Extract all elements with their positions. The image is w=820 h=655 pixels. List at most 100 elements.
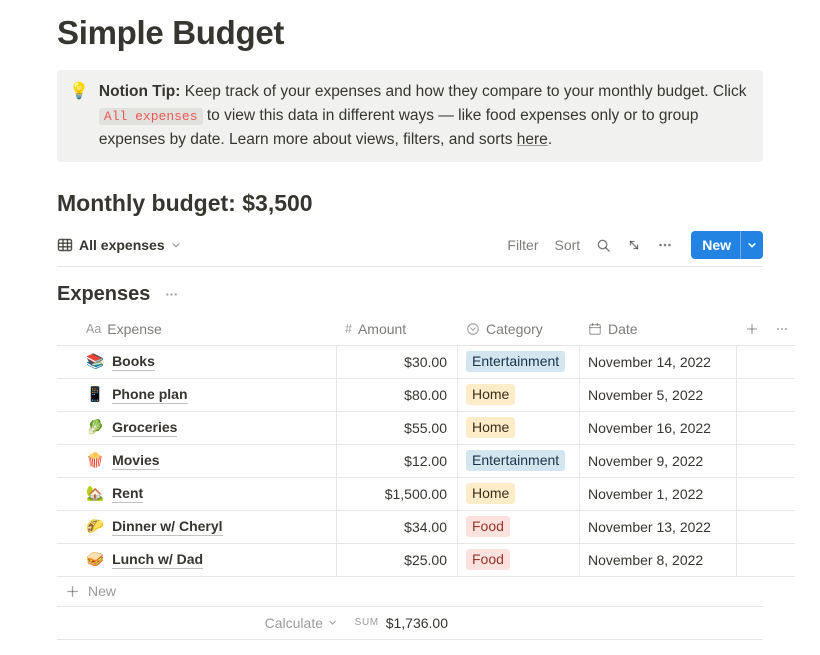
row-extra-cell: [737, 445, 795, 477]
expense-link[interactable]: Movies: [112, 451, 160, 470]
search-icon[interactable]: [596, 238, 611, 253]
new-row-button[interactable]: New: [57, 577, 763, 607]
row-extra-cell: [737, 544, 795, 576]
category-cell[interactable]: Home: [458, 378, 580, 411]
number-property-icon: #: [345, 322, 352, 336]
chevron-down-icon: [328, 618, 337, 627]
column-header-category[interactable]: Category: [458, 314, 580, 345]
category-cell[interactable]: Entertainment: [458, 444, 580, 477]
date-cell[interactable]: November 5, 2022: [580, 378, 737, 411]
category-cell[interactable]: Home: [458, 477, 580, 510]
table-row[interactable]: 🏡 Rent $1,500.00 Home November 1, 2022: [57, 477, 795, 511]
table-row[interactable]: 🥪 Lunch w/ Dad $25.00 Food November 8, 2…: [57, 543, 795, 577]
add-column-icon[interactable]: [745, 322, 759, 336]
expense-cell[interactable]: 🥬 Groceries: [57, 411, 337, 444]
table-options-icon[interactable]: [775, 322, 789, 336]
new-row-label: New: [88, 583, 117, 599]
category-tag: Food: [466, 516, 510, 537]
calculate-dropdown[interactable]: Calculate: [57, 615, 337, 631]
plus-icon: [65, 584, 80, 599]
table-row[interactable]: 🍿 Movies $12.00 Entertainment November 9…: [57, 444, 795, 478]
date-cell[interactable]: November 14, 2022: [580, 345, 737, 378]
expense-cell[interactable]: 🥪 Lunch w/ Dad: [57, 543, 337, 576]
view-name-label: All expenses: [79, 237, 165, 253]
filter-button[interactable]: Filter: [507, 237, 539, 253]
expense-cell[interactable]: 🌮 Dinner w/ Cheryl: [57, 510, 337, 543]
expense-cell[interactable]: 📱 Phone plan: [57, 378, 337, 411]
date-cell[interactable]: November 8, 2022: [580, 543, 737, 576]
lightbulb-icon: 💡: [69, 83, 89, 100]
category-cell[interactable]: Home: [458, 411, 580, 444]
expense-emoji: 🌮: [86, 519, 105, 535]
expense-emoji: 🍿: [86, 453, 105, 469]
amount-cell[interactable]: $30.00: [337, 345, 458, 378]
notion-page: Simple Budget 💡 Notion Tip: Keep track o…: [57, 14, 795, 640]
new-button[interactable]: New: [691, 231, 763, 259]
date-cell[interactable]: November 9, 2022: [580, 444, 737, 477]
table-row[interactable]: 📚 Books $30.00 Entertainment November 14…: [57, 345, 795, 379]
expense-emoji: 📚: [86, 354, 105, 370]
category-tag: Home: [466, 483, 516, 504]
sum-value: $1,736.00: [385, 614, 448, 631]
expense-cell[interactable]: 📚 Books: [57, 345, 337, 378]
row-extra-cell: [737, 511, 795, 543]
callout-text: Notion Tip: Keep track of your expenses …: [98, 83, 747, 148]
date-cell[interactable]: November 1, 2022: [580, 477, 737, 510]
expense-cell[interactable]: 🏡 Rent: [57, 477, 337, 510]
sum-result[interactable]: SUM $1,736.00: [337, 615, 458, 631]
column-header-extra: [737, 314, 795, 345]
expense-link[interactable]: Phone plan: [112, 385, 188, 404]
date-cell[interactable]: November 16, 2022: [580, 411, 737, 444]
expense-link[interactable]: Lunch w/ Dad: [112, 550, 204, 569]
category-tag: Entertainment: [466, 351, 566, 372]
category-tag: Entertainment: [466, 450, 566, 471]
more-options-icon[interactable]: [657, 237, 673, 253]
category-cell[interactable]: Food: [458, 543, 580, 576]
date-cell[interactable]: November 13, 2022: [580, 510, 737, 543]
expense-cell[interactable]: 🍿 Movies: [57, 444, 337, 477]
amount-cell[interactable]: $1,500.00: [337, 477, 458, 510]
expense-link[interactable]: Books: [112, 352, 155, 371]
sort-button[interactable]: Sort: [554, 237, 581, 253]
expense-emoji: 🏡: [86, 486, 105, 502]
row-extra-cell: [737, 478, 795, 510]
expense-link[interactable]: Rent: [112, 484, 144, 503]
expenses-table: Aa Expense # Amount Category: [57, 314, 795, 640]
amount-cell[interactable]: $55.00: [337, 411, 458, 444]
table-row[interactable]: 🌮 Dinner w/ Cheryl $34.00 Food November …: [57, 510, 795, 544]
new-button-divider: [740, 231, 741, 259]
table-header-row: Aa Expense # Amount Category: [57, 314, 795, 346]
amount-cell[interactable]: $25.00: [337, 543, 458, 576]
expenses-title: Expenses: [57, 282, 151, 305]
expenses-more-icon[interactable]: [164, 287, 179, 302]
category-tag: Food: [466, 549, 510, 570]
column-header-date[interactable]: Date: [580, 314, 737, 345]
expense-emoji: 🥪: [86, 552, 105, 568]
expand-icon[interactable]: [627, 238, 641, 252]
sum-label: SUM: [354, 617, 379, 628]
column-header-expense[interactable]: Aa Expense: [86, 321, 162, 337]
amount-cell[interactable]: $80.00: [337, 378, 458, 411]
table-row[interactable]: 📱 Phone plan $80.00 Home November 5, 202…: [57, 378, 795, 412]
toolbar-actions: Filter Sort New: [507, 231, 763, 259]
category-cell[interactable]: Entertainment: [458, 345, 580, 378]
amount-cell[interactable]: $12.00: [337, 444, 458, 477]
calendar-icon: [588, 322, 602, 336]
new-button-label: New: [702, 237, 731, 253]
category-tag: Home: [466, 384, 516, 405]
category-cell[interactable]: Food: [458, 510, 580, 543]
row-extra-cell: [737, 346, 795, 378]
here-link[interactable]: here: [516, 131, 548, 148]
new-dropdown-chevron-icon[interactable]: [741, 231, 763, 259]
title-property-icon: Aa: [86, 322, 102, 336]
expense-link[interactable]: Dinner w/ Cheryl: [112, 517, 223, 536]
expense-link[interactable]: Groceries: [112, 418, 178, 437]
all-expenses-code[interactable]: All expenses: [98, 107, 203, 125]
callout-bold: Notion Tip:: [98, 83, 181, 100]
amount-cell[interactable]: $34.00: [337, 510, 458, 543]
expenses-heading-row: Expenses: [57, 283, 795, 306]
view-switcher[interactable]: All expenses: [57, 237, 181, 253]
column-header-amount[interactable]: # Amount: [345, 321, 407, 337]
monthly-budget-heading: Monthly budget: $3,500: [57, 189, 313, 216]
table-row[interactable]: 🥬 Groceries $55.00 Home November 16, 202…: [57, 411, 795, 445]
